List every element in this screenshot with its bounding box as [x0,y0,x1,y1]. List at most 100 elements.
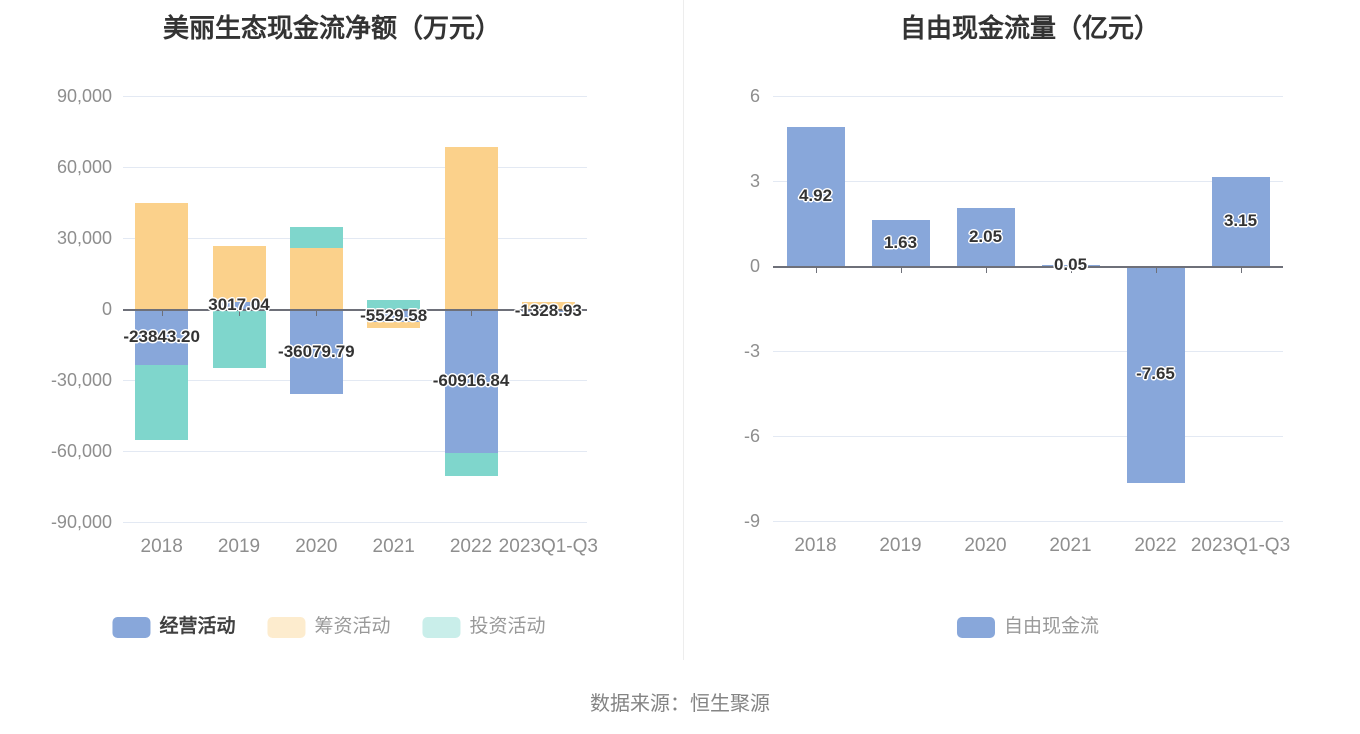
bar-value-label: 0.05 [1053,255,1088,275]
bar-segment-筹资活动-2020[interactable] [290,248,343,309]
y-axis-tick-label: -60,000 [50,441,112,461]
legend-item-经营活动[interactable]: 经营活动 [112,615,235,639]
y-axis-tick-label: -6 [743,426,760,446]
legend-item-自由现金流[interactable]: 自由现金流 [956,615,1100,639]
bar-value-label: 1.63 [883,232,918,252]
legend-swatch-icon [112,616,151,638]
x-axis-tick [394,311,395,316]
bar-segment-经营活动-2018[interactable] [135,309,188,365]
x-axis-category-label: 2021 [1049,535,1092,556]
bar-value-label: -23843.20 [123,327,200,347]
x-axis-tick [1241,268,1242,273]
bar-value-label: -60916.84 [432,371,510,391]
bar-segment-投资活动-2019[interactable] [213,309,266,368]
gridline [123,167,587,168]
bar-segment-经营活动-2021[interactable] [367,309,420,322]
bar-segment-自由现金流-2021[interactable] [1042,265,1100,266]
bar-value-label: 4.92 [798,186,833,206]
bar-value-label: -7.65 [1136,364,1175,384]
bar-segment-经营活动-2019[interactable] [213,302,266,309]
gridline [123,238,587,239]
bar-segment-经营活动-2020[interactable] [290,309,343,394]
legend-item-label: 经营活动 [159,616,236,637]
x-axis-tick [901,268,902,273]
bar-segment-筹资活动-2019[interactable] [213,246,266,302]
x-axis-tick [1071,268,1072,273]
bar-segment-筹资活动-2022[interactable] [445,147,498,309]
gridline [123,96,587,97]
bar-value-label: 2.05 [968,226,1003,246]
y-axis-tick-label: -30,000 [50,370,112,390]
bar-segment-自由现金流-2019[interactable] [872,220,930,266]
bar-value-label: -5529.58 [360,305,428,325]
y-axis-tick-label: 3 [749,171,760,191]
legend-item-label: 投资活动 [469,616,546,637]
bar-segment-自由现金流-2018[interactable] [787,127,845,266]
gridline [773,521,1283,522]
bar-segment-经营活动-2022[interactable] [445,309,498,453]
y-axis-tick-label: 6 [749,86,760,106]
chart-legend: 自由现金流 [956,615,1100,639]
y-axis-tick-label: 30,000 [56,228,112,248]
x-axis-tick [316,311,317,316]
legend-swatch-icon [422,616,461,638]
chart-legend: 经营活动 筹资活动 投资活动 [112,615,546,639]
x-axis-line [123,309,587,311]
gridline [123,380,587,381]
x-axis-tick [986,268,987,273]
bar-value-label: 3017.04 [208,295,270,315]
x-axis-category-label: 2022 [449,536,493,557]
legend-item-label: 筹资活动 [314,616,391,637]
legend-swatch-icon [267,616,306,638]
y-axis-tick-label: 90,000 [56,86,112,106]
x-axis-category-label: 2020 [964,535,1007,556]
chart-divider [683,0,684,660]
legend-item-label: 自由现金流 [1003,616,1100,637]
data-source-caption: 数据来源：恒生聚源 [590,693,770,715]
y-axis-tick-label: -9 [743,511,760,531]
x-axis-category-label: 2022 [1134,535,1177,556]
bar-segment-投资活动-2018[interactable] [135,365,188,440]
legend-swatch-icon [956,616,995,638]
y-axis-tick-label: 0 [101,299,112,319]
bar-segment-投资活动-2022[interactable] [445,453,498,476]
bar-segment-自由现金流-2022[interactable] [1127,266,1185,483]
x-axis-category-label: 2023Q1-Q3 [1190,535,1291,556]
gridline [123,522,587,523]
bar-segment-筹资活动-2021[interactable] [367,322,420,328]
x-axis-line [773,266,1283,268]
bar-segment-自由现金流-2020[interactable] [957,208,1015,266]
x-axis-category-label: 2019 [217,536,261,557]
legend-item-筹资活动[interactable]: 筹资活动 [267,615,391,639]
x-axis-tick [548,311,549,316]
gridline [773,436,1283,437]
x-axis-category-label: 2023Q1-Q3 [498,536,598,557]
gridline [773,181,1283,182]
y-axis-tick-label: -90,000 [50,512,112,532]
gridline [773,351,1283,352]
x-axis-category-label: 2021 [372,536,415,557]
bar-segment-投资活动-2021[interactable] [367,300,420,309]
legend-item-投资活动[interactable]: 投资活动 [422,615,546,639]
bar-segment-自由现金流-2023Q1-Q3[interactable] [1212,177,1270,266]
y-axis-tick-label: -3 [743,341,760,361]
bar-value-label: -36079.79 [278,341,355,361]
bar-segment-筹资活动-2023Q1-Q3[interactable] [522,302,575,309]
bar-value-label: 3.15 [1223,211,1258,231]
x-axis-category-label: 2020 [295,536,338,557]
x-axis-category-label: 2018 [140,536,183,557]
bar-value-label: -1328.93 [514,300,582,320]
x-axis-tick [816,268,817,273]
x-axis-tick [162,311,163,316]
x-axis-category-label: 2019 [879,535,922,556]
x-axis-category-label: 2018 [794,535,837,556]
gridline [773,96,1283,97]
right-chart-title: 自由现金流量（亿元） [899,13,1161,43]
x-axis-tick [471,311,472,316]
bar-segment-筹资活动-2018[interactable] [135,203,188,309]
left-chart-title: 美丽生态现金流净额（万元） [162,13,502,43]
y-axis-tick-label: 60,000 [56,157,112,177]
y-axis-tick-label: 0 [749,256,760,276]
bar-segment-投资活动-2020[interactable] [290,227,343,248]
